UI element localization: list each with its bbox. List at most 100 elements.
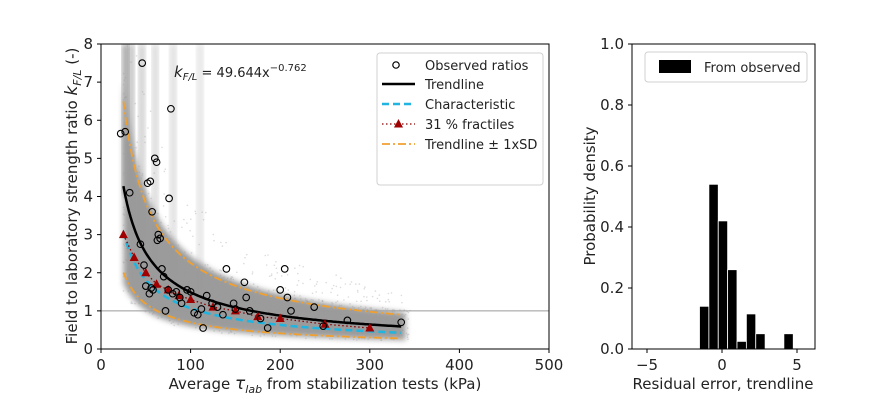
cloud-speck: [279, 307, 281, 309]
cloud-speck: [306, 315, 309, 318]
cloud-speck: [344, 338, 347, 340]
cloud-speck: [129, 181, 131, 184]
cloud-speck: [381, 306, 384, 309]
cloud-speck: [343, 299, 345, 301]
cloud-speck: [243, 322, 245, 324]
cloud-speck: [275, 267, 278, 270]
cloud-speck: [188, 271, 190, 274]
legend-item-observed: Observed ratios: [392, 59, 529, 74]
cloud-speck: [289, 308, 291, 310]
sd-upper-line: [122, 101, 402, 316]
cloud-speck: [182, 291, 184, 294]
observed-point: [231, 305, 240, 313]
cloud-speck: [130, 301, 133, 303]
cloud-speck: [124, 95, 127, 98]
x-tick-label: 5: [792, 356, 802, 374]
observed-point: [202, 291, 211, 300]
legend-label: From observed: [704, 61, 801, 76]
cloud-speck: [194, 210, 196, 213]
cloud-speck: [152, 312, 154, 314]
cloud-speck: [268, 308, 271, 311]
cloud-speck: [122, 224, 125, 226]
cloud-speck: [131, 302, 134, 305]
cloud-speck: [331, 303, 334, 305]
cloud-speck: [124, 76, 127, 79]
cloud-speck: [245, 296, 248, 299]
left-x-ticks: 0 100 200 300 400 500: [96, 349, 563, 374]
cloud-speck: [407, 318, 410, 320]
cloud-speck: [291, 301, 293, 303]
cloud-speck: [125, 144, 128, 146]
cloud-speck: [352, 329, 354, 332]
cloud-speck: [390, 318, 393, 321]
observed-point: [197, 305, 206, 313]
cloud-speck: [157, 317, 159, 319]
cloud-speck: [376, 297, 379, 300]
x-tick-label: 300: [355, 356, 384, 374]
cloud-speck: [127, 222, 130, 225]
cloud-speck: [393, 338, 395, 341]
cloud-speck: [169, 319, 171, 322]
cloud-speck: [391, 311, 394, 313]
cloud-speck: [213, 330, 215, 332]
cloud-speck: [126, 173, 128, 175]
cloud-speck: [130, 302, 132, 305]
cloud-speck: [330, 327, 333, 330]
cloud-speck: [404, 313, 407, 316]
cloud-speck: [395, 319, 398, 321]
right-panel: −5 0 5 0.0 0.2 0.4 0.6 0.8 1.0 Residual error, …: [581, 35, 816, 393]
cloud-speck: [190, 322, 193, 324]
cloud-speck: [160, 294, 162, 297]
cloud-speck: [230, 276, 233, 278]
cloud-speck: [233, 332, 236, 335]
cloud-speck: [386, 308, 389, 310]
observed-point: [150, 154, 159, 163]
cloud-speck: [198, 243, 200, 246]
right-y-ticks: 0.0 0.2 0.4 0.6 0.8 1.0: [600, 35, 632, 358]
cloud-speck: [173, 264, 175, 267]
cloud-speck: [200, 299, 203, 301]
observed-point: [177, 299, 186, 308]
cloud-speck: [399, 323, 402, 326]
cloud-speck: [398, 330, 401, 332]
x-tick-label: 400: [445, 356, 474, 374]
cloud-speck: [386, 316, 389, 319]
cloud-speck: [340, 277, 342, 280]
cloud-speck: [355, 316, 358, 318]
cloud-speck: [283, 328, 285, 331]
observed-point: [172, 287, 181, 296]
cloud-speck: [363, 337, 366, 340]
cloud-speck: [228, 281, 231, 283]
cloud-speck: [258, 302, 261, 304]
cloud-speck: [191, 277, 194, 280]
cloud-speck: [140, 177, 143, 179]
observed-point: [167, 104, 175, 113]
cloud-speck: [256, 286, 259, 288]
cloud-speck: [330, 291, 332, 294]
observed-point: [287, 307, 295, 315]
cloud-speck: [203, 274, 205, 277]
cloud-speck: [258, 289, 261, 292]
observed-point: [219, 310, 227, 319]
cloud-speck: [123, 262, 125, 264]
cloud-speck: [305, 308, 307, 311]
observed-point: [121, 127, 130, 136]
cloud-speck: [231, 276, 234, 279]
cloud-speck: [401, 334, 403, 336]
cloud-speck: [401, 329, 404, 332]
cloud-speck: [168, 319, 171, 322]
cloud-speck: [402, 322, 404, 324]
observed-point: [240, 278, 249, 287]
cloud-speck: [183, 272, 186, 275]
cloud-speck: [131, 274, 134, 277]
cloud-speck: [174, 258, 176, 261]
cloud-speck: [161, 316, 163, 318]
cloud-speck: [173, 307, 175, 310]
cloud-speck: [350, 281, 353, 283]
cloud-speck: [153, 225, 156, 227]
legend-label: Trendline: [424, 78, 484, 93]
cloud-speck: [290, 303, 293, 306]
cloud-speck: [149, 251, 152, 253]
sd-lower-line: [122, 272, 402, 340]
observed-point: [208, 299, 216, 308]
